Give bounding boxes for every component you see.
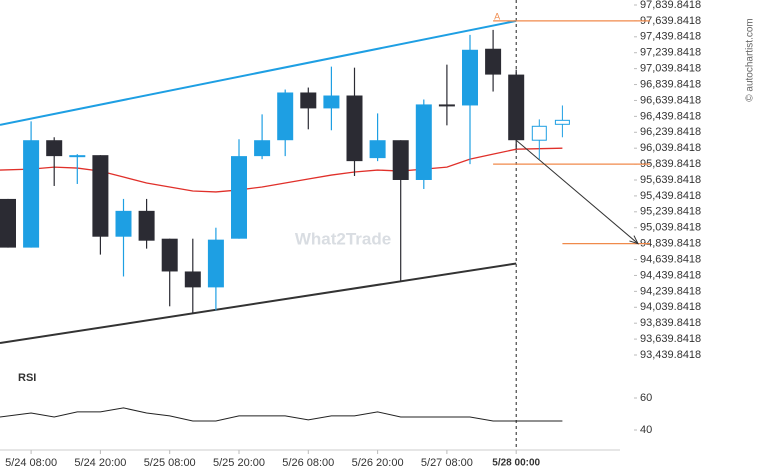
y-tick-label: 94,839.8418 (640, 238, 701, 250)
forecast-body (554, 119, 570, 125)
source-label: © autochartist.com (745, 18, 756, 102)
candle-body (92, 155, 109, 237)
candle-body (323, 95, 340, 109)
candle-body (207, 239, 224, 288)
x-tick-label: 5/26 08:00 (282, 457, 334, 469)
channel-top-line (0, 19, 517, 126)
candle-body (346, 95, 363, 162)
forecast-body (531, 125, 547, 141)
candle-body (46, 140, 63, 157)
x-tick-label: 5/26 20:00 (352, 457, 404, 469)
candle-body (415, 104, 432, 180)
y-tick-label: 96,239.8418 (640, 126, 701, 138)
candle-body (184, 271, 201, 288)
y-tick-label: 93,839.8418 (640, 317, 701, 329)
candle-body (277, 92, 294, 141)
y-tick-label: 97,839.8418 (640, 0, 701, 11)
y-tick-label: 97,239.8418 (640, 47, 701, 59)
candle-body (0, 198, 16, 248)
y-tick-label: 94,039.8418 (640, 301, 701, 313)
y-tick-label: 95,039.8418 (640, 222, 701, 234)
y-tick-label: 94,239.8418 (640, 285, 701, 297)
rsi-tick-label: 60 (640, 392, 652, 404)
candle-body (161, 238, 178, 272)
x-tick-label: 5/24 20:00 (74, 457, 126, 469)
candle-body (300, 92, 317, 109)
y-tick-label: 95,639.8418 (640, 174, 701, 186)
candle-body (438, 104, 455, 107)
y-tick-label: 95,239.8418 (640, 206, 701, 218)
candle-body (485, 48, 502, 75)
y-tick-label: 93,639.8418 (640, 333, 701, 345)
x-tick-label: 5/25 08:00 (144, 457, 196, 469)
x-tick-label: 5/28 00:00 (492, 458, 540, 469)
candle-body (254, 140, 271, 157)
y-tick-label: 97,639.8418 (640, 15, 701, 27)
y-tick-label: 93,439.8418 (640, 349, 701, 361)
y-tick-label: 97,039.8418 (640, 63, 701, 75)
arrow-head (629, 235, 639, 245)
candle-body (369, 140, 386, 159)
y-tick-label: 96,439.8418 (640, 110, 701, 122)
candle-body (138, 210, 155, 241)
y-tick-label: 96,639.8418 (640, 94, 701, 106)
candle-body (462, 49, 478, 106)
rsi-line (0, 407, 563, 422)
candle-body (392, 140, 409, 180)
y-tick-label: 94,439.8418 (640, 269, 701, 281)
forecast-arrow (515, 139, 639, 245)
y-tick-label: 95,839.8418 (640, 158, 701, 170)
marker-label: A (494, 11, 500, 21)
y-tick-label: 96,039.8418 (640, 142, 701, 154)
rsi-tick-label: 40 (640, 424, 652, 436)
x-tick-label: 5/27 08:00 (421, 457, 473, 469)
x-tick-label: 5/24 08:00 (5, 457, 57, 469)
candle-body (508, 74, 525, 141)
candle-body (231, 156, 247, 239)
candle-body (69, 155, 86, 158)
rsi-title: RSI (18, 372, 36, 384)
candle-body (115, 210, 132, 237)
candle-body (23, 140, 40, 248)
x-tick-label: 5/25 20:00 (213, 457, 265, 469)
y-tick-label: 97,439.8418 (640, 31, 701, 43)
y-tick-label: 94,639.8418 (640, 253, 701, 265)
y-tick-label: 96,839.8418 (640, 78, 701, 90)
y-tick-label: 95,439.8418 (640, 190, 701, 202)
watermark: What2Trade (295, 229, 391, 248)
channel-bottom-line (0, 262, 517, 345)
